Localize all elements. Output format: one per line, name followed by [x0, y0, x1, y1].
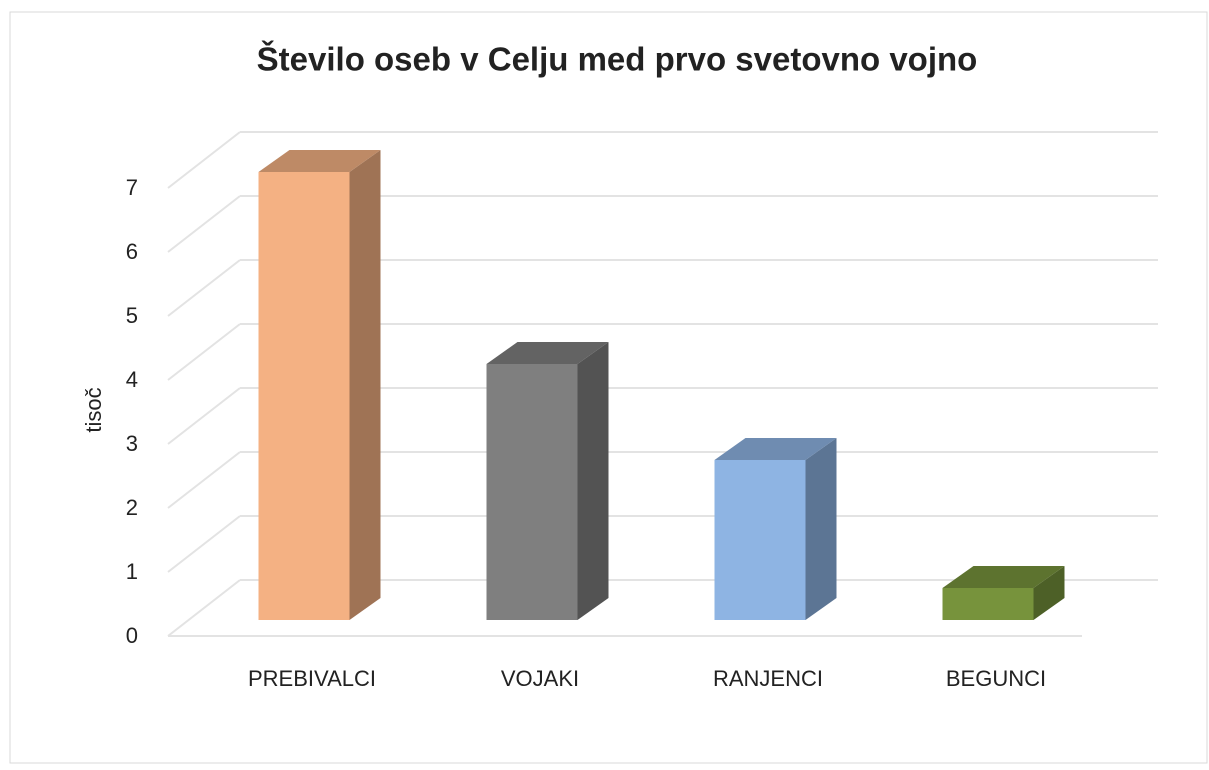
y-tick-label: 2: [126, 495, 138, 520]
y-axis-label: tisoč: [81, 387, 106, 432]
x-tick-label: BEGUNCI: [946, 666, 1046, 691]
grid-line: [167, 195, 241, 253]
bar-front: [714, 460, 806, 620]
bar-side: [1033, 566, 1065, 620]
grid-line: [167, 515, 241, 573]
y-tick-label: 3: [126, 431, 138, 456]
bar-front: [258, 172, 350, 620]
grid-line: [167, 451, 241, 509]
x-tick-label: PREBIVALCI: [248, 666, 376, 691]
chart-title: Število oseb v Celju med prvo svetovno v…: [257, 40, 978, 78]
bar-top: [486, 342, 609, 364]
grid-line: [167, 259, 241, 317]
grid-line: [167, 579, 241, 637]
x-tick-label: RANJENCI: [713, 666, 823, 691]
y-tick-label: 6: [126, 239, 138, 264]
y-tick-label: 7: [126, 175, 138, 200]
bar-top: [942, 566, 1065, 588]
grid-line: [167, 387, 241, 445]
bar-front: [486, 364, 578, 620]
y-tick-label: 4: [126, 367, 138, 392]
bar-side: [577, 342, 609, 620]
y-tick-label: 1: [126, 559, 138, 584]
bar-top: [258, 150, 381, 172]
x-tick-label: VOJAKI: [501, 666, 579, 691]
bar: [258, 150, 381, 620]
bar: [714, 438, 837, 620]
bar-side: [349, 150, 381, 620]
bar: [942, 566, 1065, 620]
bar: [486, 342, 609, 620]
bar-front: [942, 588, 1034, 620]
y-tick-label: 5: [126, 303, 138, 328]
bar-top: [714, 438, 837, 460]
y-tick-label: 0: [126, 623, 138, 648]
bar-side: [805, 438, 837, 620]
grid-line: [167, 323, 241, 381]
grid-line: [167, 131, 241, 189]
